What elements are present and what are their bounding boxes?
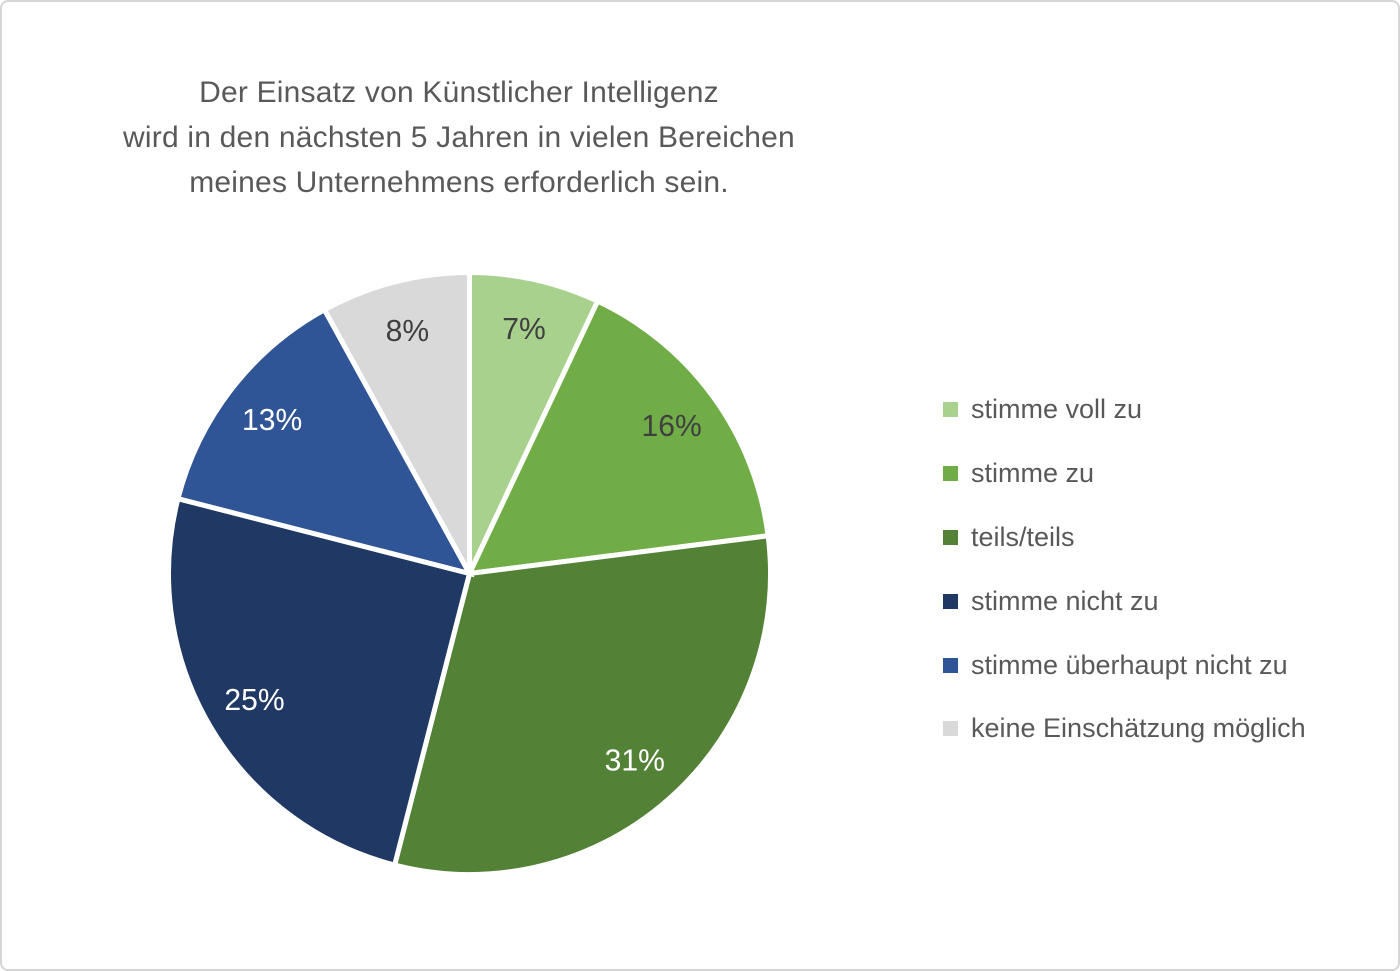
legend-swatch-icon (943, 721, 958, 737)
legend-label: stimme überhaupt nicht zu (971, 649, 1288, 680)
pie-slice-1 (465, 297, 771, 577)
pie-chart-area: 7% 16% 31% 25% 13% 8% (166, 269, 773, 877)
legend-item-1: stimme zu (943, 442, 1306, 506)
chart-title: Der Einsatz von Künstlicher Intelligenz … (34, 70, 884, 205)
legend-item-3: stimme nicht zu (943, 569, 1306, 633)
legend-item-5: keine Einschätzung möglich (943, 697, 1306, 761)
legend-swatch-icon (943, 657, 958, 673)
legend-label: stimme zu (971, 458, 1095, 489)
legend: stimme voll zu stimme zu teils/teils stimme… (943, 378, 1306, 761)
pie-slice-label-1: 16% (642, 410, 702, 443)
legend-label: stimme voll zu (971, 394, 1143, 425)
legend-item-4: stimme überhaupt nicht zu (943, 633, 1306, 697)
legend-label: keine Einschätzung möglich (971, 713, 1306, 744)
pie-slice-0 (466, 269, 601, 575)
pie-slice-4 (174, 306, 475, 578)
legend-item-2: teils/teils (943, 506, 1306, 570)
chart-title-line-1: Der Einsatz von Künstlicher Intelligenz (199, 76, 719, 109)
pie-chart: 7% 16% 31% 25% 13% 8% (166, 269, 773, 877)
pie-slice-label-2: 31% (605, 744, 665, 777)
pie-slice-label-5: 8% (386, 315, 429, 348)
legend-swatch-icon (943, 593, 958, 609)
legend-label: stimme nicht zu (971, 585, 1159, 616)
pie-slice-2 (391, 532, 773, 877)
pie-slice-label-0: 7% (502, 313, 545, 346)
legend-swatch-icon (943, 402, 958, 418)
chart-title-line-3: meines Unternehmens erforderlich sein. (189, 166, 729, 199)
chart-title-line-2: wird in den nächsten 5 Jahren in vielen … (123, 121, 795, 154)
legend-swatch-icon (943, 529, 958, 545)
pie-slice-label-3: 25% (224, 684, 284, 717)
legend-label: teils/teils (971, 521, 1075, 552)
pie-slice-5 (321, 269, 473, 575)
pie-slice-3 (166, 495, 473, 869)
legend-swatch-icon (943, 466, 958, 482)
pie-slice-label-4: 13% (242, 404, 302, 437)
legend-item-0: stimme voll zu (943, 378, 1306, 442)
